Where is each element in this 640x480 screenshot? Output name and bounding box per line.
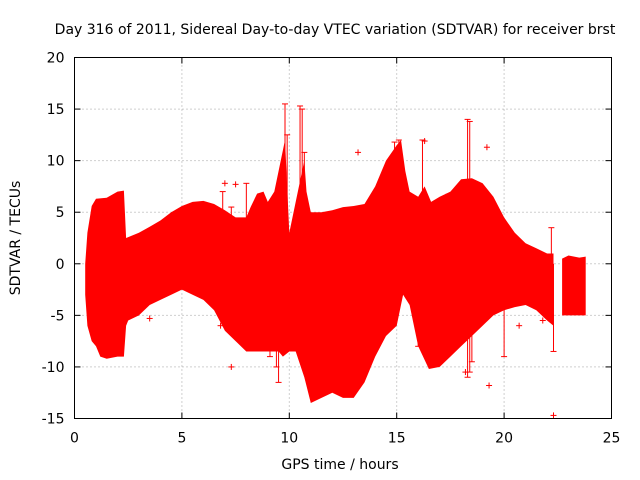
outlier-point bbox=[462, 369, 469, 376]
outlier-point bbox=[230, 327, 237, 334]
x-tick-label: 0 bbox=[70, 431, 79, 447]
x-tick-label: 5 bbox=[177, 431, 186, 447]
outlier-point bbox=[516, 322, 523, 329]
plot-frame bbox=[74, 57, 612, 419]
outlier-point bbox=[228, 363, 235, 370]
y-tick-label: -5 bbox=[51, 308, 65, 324]
outlier-point bbox=[217, 322, 224, 329]
outlier-point bbox=[539, 317, 546, 324]
y-tick-label: 20 bbox=[47, 51, 65, 67]
outlier-point bbox=[486, 382, 493, 389]
y-axis-label: SDTVAR / TECUs bbox=[8, 181, 24, 296]
outlier-point bbox=[550, 412, 557, 419]
outlier-point bbox=[221, 180, 228, 187]
axis-ticks bbox=[74, 57, 612, 419]
outlier-point bbox=[146, 315, 153, 322]
outlier-point bbox=[232, 181, 239, 188]
data-envelope-late bbox=[562, 255, 586, 316]
x-tick-label: 10 bbox=[280, 431, 298, 447]
plot-area bbox=[85, 103, 586, 419]
y-tick-labels: -15 -10 -5 0 5 10 15 20 bbox=[42, 51, 65, 428]
x-axis-label: GPS time / hours bbox=[281, 457, 398, 473]
y-tick-label: 5 bbox=[56, 205, 65, 221]
x-tick-label: 15 bbox=[388, 431, 406, 447]
outlier-point bbox=[421, 138, 428, 145]
y-tick-label: -10 bbox=[42, 360, 65, 376]
y-tick-label: 10 bbox=[47, 154, 65, 170]
y-tick-label: -15 bbox=[42, 412, 65, 428]
outlier-point bbox=[355, 149, 362, 156]
y-tick-label: 0 bbox=[56, 257, 65, 273]
chart-title: Day 316 of 2011, Sidereal Day-to-day VTE… bbox=[55, 22, 616, 38]
outlier-point bbox=[443, 193, 450, 200]
y-tick-label: 15 bbox=[47, 102, 65, 118]
outlier-point bbox=[425, 219, 432, 226]
data-envelope-main bbox=[85, 140, 554, 403]
x-tick-labels: 0 5 10 15 20 25 bbox=[70, 431, 620, 447]
outlier-point bbox=[483, 144, 490, 151]
x-tick-label: 20 bbox=[495, 431, 513, 447]
x-tick-label: 25 bbox=[603, 431, 621, 447]
